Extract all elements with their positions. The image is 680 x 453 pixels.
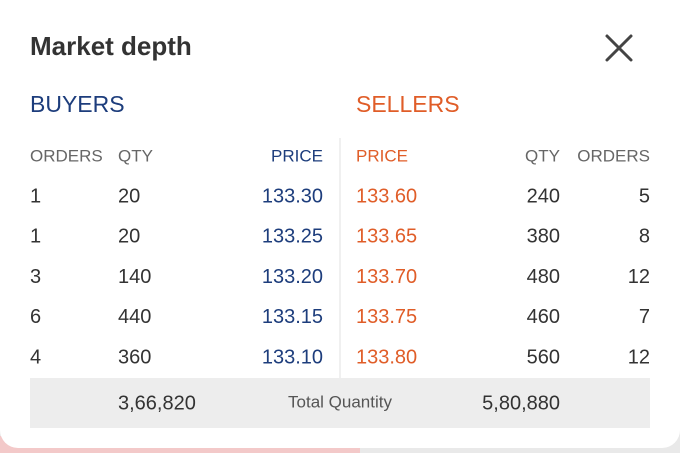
buyers-column-header: QTY xyxy=(118,146,153,165)
sellers-cell: 12 xyxy=(628,266,650,288)
sellers-cell: 480 xyxy=(527,266,560,288)
sellers-column-header: QTY xyxy=(525,146,560,165)
buyers-cell: 133.20 xyxy=(262,266,323,288)
buyers-cell: 133.15 xyxy=(262,306,323,328)
sellers-cell: 12 xyxy=(628,346,650,368)
buyers-column-header: PRICE xyxy=(271,146,323,165)
buyers-cell: 360 xyxy=(118,346,151,368)
sellers-cell: 133.70 xyxy=(356,266,417,288)
buyers-cell: 20 xyxy=(118,226,140,248)
buyers-total: 3,66,820 xyxy=(118,392,196,414)
dialog-title: Market depth xyxy=(30,31,192,61)
sellers-column-header: ORDERS xyxy=(577,146,650,165)
sellers-cell: 133.75 xyxy=(356,306,417,328)
sellers-column-header: PRICE xyxy=(356,146,408,165)
buyers-cell: 3 xyxy=(30,266,41,288)
buyers-cell: 20 xyxy=(118,185,140,207)
buyers-cell: 133.30 xyxy=(262,185,323,207)
sellers-cell: 240 xyxy=(527,185,560,207)
sellers-cell: 5 xyxy=(639,185,650,207)
sellers-cell: 133.80 xyxy=(356,346,417,368)
sellers-cell: 7 xyxy=(639,306,650,328)
total-label: Total Quantity xyxy=(288,392,392,411)
buyers-cell: 440 xyxy=(118,306,151,328)
buyers-cell: 140 xyxy=(118,266,151,288)
sellers-cell: 380 xyxy=(527,226,560,248)
buyers-column-header: ORDERS xyxy=(30,146,103,165)
buyers-cell: 133.25 xyxy=(262,226,323,248)
footer-bar xyxy=(30,378,650,428)
sellers-cell: 8 xyxy=(639,226,650,248)
sellers-cell: 133.65 xyxy=(356,226,417,248)
close-icon[interactable] xyxy=(605,34,633,62)
buyers-cell: 1 xyxy=(30,185,41,207)
buyers-cell: 6 xyxy=(30,306,41,328)
buyers-cell: 4 xyxy=(30,346,41,368)
buyers-cell: 133.10 xyxy=(262,346,323,368)
sellers-total: 5,80,880 xyxy=(482,392,560,414)
buyers-cell: 1 xyxy=(30,226,41,248)
sellers-title: SELLERS xyxy=(356,91,460,117)
sellers-cell: 560 xyxy=(527,346,560,368)
close-button[interactable] xyxy=(598,28,640,68)
sellers-cell: 460 xyxy=(527,306,560,328)
buyers-title: BUYERS xyxy=(30,91,125,117)
sellers-cell: 133.60 xyxy=(356,185,417,207)
